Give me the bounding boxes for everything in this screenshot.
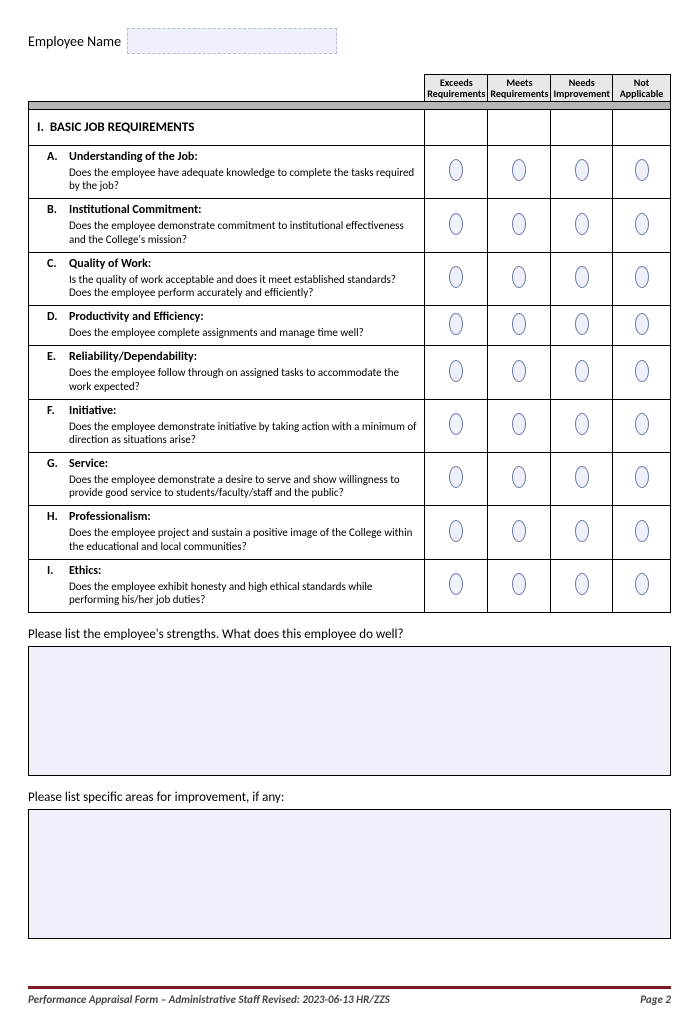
rating-oval[interactable] bbox=[575, 266, 589, 288]
rating-oval[interactable] bbox=[512, 213, 526, 235]
crit-letter: A. bbox=[47, 150, 69, 192]
crit-letter: G. bbox=[47, 457, 69, 499]
row-d: D.Productivity and Efficiency: Does the e… bbox=[29, 306, 671, 346]
rating-oval[interactable] bbox=[635, 213, 649, 235]
crit-letter: D. bbox=[47, 310, 69, 339]
footer-left: Performance Appraisal Form – Administrat… bbox=[28, 993, 390, 1006]
crit-title: Institutional Commitment: bbox=[69, 203, 418, 217]
rating-oval[interactable] bbox=[512, 413, 526, 435]
crit-title: Reliability/Dependability: bbox=[69, 350, 418, 364]
rating-oval[interactable] bbox=[635, 573, 649, 595]
page-footer: Performance Appraisal Form – Administrat… bbox=[28, 986, 671, 1006]
row-b: B.Institutional Commitment: Does the empl… bbox=[29, 199, 671, 252]
strengths-textarea[interactable] bbox=[28, 646, 671, 776]
rating-oval[interactable] bbox=[635, 159, 649, 181]
rating-oval[interactable] bbox=[512, 573, 526, 595]
rating-oval[interactable] bbox=[512, 520, 526, 542]
crit-desc: Does the employee project and sustain a … bbox=[69, 526, 418, 552]
rating-oval[interactable] bbox=[575, 159, 589, 181]
rating-oval[interactable] bbox=[635, 266, 649, 288]
rating-oval[interactable] bbox=[449, 413, 463, 435]
row-g: G.Service: Does the employee demonstrate … bbox=[29, 453, 671, 506]
rating-oval[interactable] bbox=[449, 466, 463, 488]
crit-letter: H. bbox=[47, 510, 69, 552]
crit-title: Understanding of the Job: bbox=[69, 150, 418, 164]
employee-name-input[interactable] bbox=[127, 28, 337, 54]
rating-oval[interactable] bbox=[575, 213, 589, 235]
crit-desc: Does the employee demonstrate a desire t… bbox=[69, 473, 418, 499]
rating-oval[interactable] bbox=[512, 360, 526, 382]
rating-oval[interactable] bbox=[635, 413, 649, 435]
row-i: I.Ethics: Does the employee exhibit hones… bbox=[29, 559, 671, 612]
crit-letter: C. bbox=[47, 257, 69, 299]
crit-desc: Does the employee exhibit honesty and hi… bbox=[69, 580, 418, 606]
rating-oval[interactable] bbox=[512, 313, 526, 335]
rating-oval[interactable] bbox=[575, 313, 589, 335]
crit-letter: I. bbox=[47, 564, 69, 606]
improvement-prompt: Please list specific areas for improveme… bbox=[28, 790, 671, 805]
rating-oval[interactable] bbox=[449, 266, 463, 288]
rating-oval[interactable] bbox=[449, 213, 463, 235]
strengths-prompt: Please list the employee's strengths. Wh… bbox=[28, 627, 671, 642]
crit-title: Ethics: bbox=[69, 564, 418, 578]
footer-right: Page 2 bbox=[640, 993, 671, 1006]
gray-band bbox=[29, 102, 671, 110]
rating-oval[interactable] bbox=[575, 413, 589, 435]
crit-title: Service: bbox=[69, 457, 418, 471]
crit-desc: Does the employee complete assignments a… bbox=[69, 326, 418, 339]
rating-oval[interactable] bbox=[512, 266, 526, 288]
crit-desc: Does the employee follow through on assi… bbox=[69, 366, 418, 392]
row-c: C.Quality of Work: Is the quality of work… bbox=[29, 252, 671, 305]
row-e: E.Reliability/Dependability: Does the emp… bbox=[29, 346, 671, 399]
crit-letter: E. bbox=[47, 350, 69, 392]
rating-oval[interactable] bbox=[449, 159, 463, 181]
col-exceeds: ExceedsRequirements bbox=[425, 75, 488, 102]
row-a: A.Understanding of the Job: Does the empl… bbox=[29, 146, 671, 199]
rating-oval[interactable] bbox=[635, 520, 649, 542]
rating-oval[interactable] bbox=[575, 520, 589, 542]
col-na: NotApplicable bbox=[613, 75, 671, 102]
evaluation-table: ExceedsRequirements MeetsRequirements Ne… bbox=[28, 74, 671, 613]
rating-oval[interactable] bbox=[575, 360, 589, 382]
rating-oval[interactable] bbox=[512, 466, 526, 488]
rating-oval[interactable] bbox=[449, 573, 463, 595]
crit-title: Initiative: bbox=[69, 404, 418, 418]
rating-oval[interactable] bbox=[449, 520, 463, 542]
blank-header-cell bbox=[29, 75, 425, 102]
row-f: F.Initiative: Does the employee demonstra… bbox=[29, 399, 671, 452]
rating-oval[interactable] bbox=[635, 360, 649, 382]
crit-desc: Is the quality of work acceptable and do… bbox=[69, 273, 418, 299]
employee-name-label: Employee Name bbox=[28, 33, 121, 50]
col-meets: MeetsRequirements bbox=[488, 75, 551, 102]
rating-oval[interactable] bbox=[512, 159, 526, 181]
crit-title: Productivity and Efficiency: bbox=[69, 310, 418, 324]
rating-oval[interactable] bbox=[575, 466, 589, 488]
crit-desc: Does the employee demonstrate initiative… bbox=[69, 420, 418, 446]
crit-title: Professionalism: bbox=[69, 510, 418, 524]
crit-desc: Does the employee demonstrate commitment… bbox=[69, 219, 418, 245]
rating-oval[interactable] bbox=[635, 466, 649, 488]
crit-desc: Does the employee have adequate knowledg… bbox=[69, 166, 418, 192]
crit-letter: F. bbox=[47, 404, 69, 446]
rating-oval[interactable] bbox=[449, 313, 463, 335]
improvement-textarea[interactable] bbox=[28, 809, 671, 939]
rating-oval[interactable] bbox=[449, 360, 463, 382]
section-title: I. BASIC JOB REQUIREMENTS bbox=[29, 110, 425, 146]
crit-letter: B. bbox=[47, 203, 69, 245]
footer-rule bbox=[28, 986, 671, 989]
crit-title: Quality of Work: bbox=[69, 257, 418, 271]
col-needs: NeedsImprovement bbox=[551, 75, 613, 102]
rating-oval[interactable] bbox=[575, 573, 589, 595]
employee-name-row: Employee Name bbox=[28, 28, 671, 54]
rating-oval[interactable] bbox=[635, 313, 649, 335]
row-h: H.Professionalism: Does the employee proj… bbox=[29, 506, 671, 559]
